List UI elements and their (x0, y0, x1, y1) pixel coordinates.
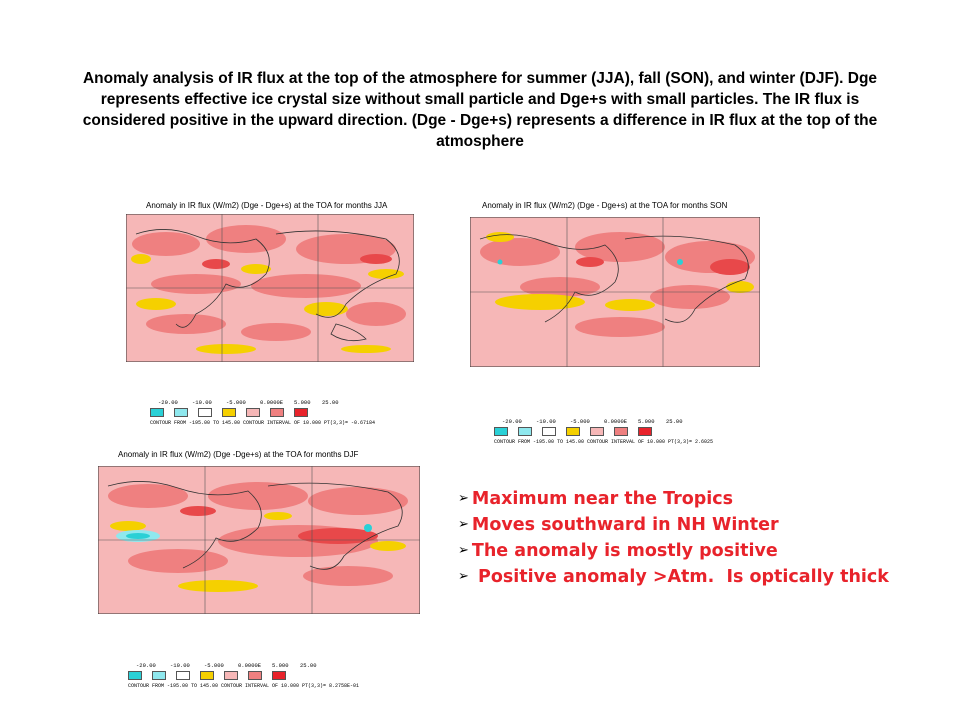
arrow-bullet-icon: ➢ (458, 491, 469, 506)
legend-tick: 5.000 (638, 418, 655, 425)
legend-tick: 25.00 (300, 662, 317, 669)
list-item: ➢ The anomaly is mostly positive (458, 538, 889, 564)
legend-tick: -20.00 (136, 662, 156, 669)
arrow-bullet-icon: ➢ (458, 517, 469, 532)
legend-tick: 5.000 (272, 662, 289, 669)
list-item: ➢ Moves southward in NH Winter (458, 512, 889, 538)
legend-info: CONTOUR FROM -195.00 TO 145.00 CONTOUR I… (494, 439, 714, 445)
legend-tick: -5.000 (204, 662, 224, 669)
legend-tick: -20.00 (502, 418, 522, 425)
bullet-text: Positive anomaly >Atm. Is optically thic… (471, 567, 889, 587)
legend-tick: 25.00 (322, 399, 339, 406)
list-item: ➢ Maximum near the Tropics (458, 486, 889, 512)
map-title-son: Anomaly in IR flux (W/m2) (Dge - Dge+s) … (482, 201, 728, 210)
legend-jja: -20.00 -10.00 -5.000 0.0000E 5.000 25.00… (150, 399, 376, 426)
legend-tick: 5.000 (294, 399, 311, 406)
legend-tick: -10.00 (170, 662, 190, 669)
legend-tick: -5.000 (570, 418, 590, 425)
legend-info: CONTOUR FROM -195.00 TO 145.00 CONTOUR I… (128, 683, 360, 689)
map-title-jja: Anomaly in IR flux (W/m2) (Dge - Dge+s) … (146, 201, 388, 210)
bullet-text: Moves southward in NH Winter (471, 515, 779, 535)
bullet-text: Maximum near the Tropics (471, 489, 734, 509)
list-item: ➢ Positive anomaly >Atm. Is optically th… (458, 564, 889, 590)
arrow-bullet-icon: ➢ (458, 543, 469, 558)
legend-tick: -10.00 (192, 399, 212, 406)
legend-tick: -5.000 (226, 399, 246, 406)
anomaly-map-djf (98, 466, 420, 614)
arrow-bullet-icon: ➢ (458, 569, 469, 584)
legend-tick: 0.0000E (260, 399, 284, 406)
anomaly-map-son (470, 217, 760, 367)
legend-son: -20.00 -10.00 -5.000 0.0000E 5.000 25.00… (494, 418, 714, 445)
legend-tick: 25.00 (666, 418, 683, 425)
legend-tick: -10.00 (536, 418, 556, 425)
figure-caption: Anomaly analysis of IR flux at the top o… (82, 70, 878, 150)
legend-info: CONTOUR FROM -195.00 TO 145.00 CONTOUR I… (150, 420, 376, 426)
legend-tick: 0.0000E (604, 418, 628, 425)
map-title-djf: Anomaly in IR flux (W/m2) (Dge -Dge+s) a… (118, 450, 359, 459)
legend-tick: 0.0000E (238, 662, 262, 669)
bullet-text: The anomaly is mostly positive (471, 541, 778, 561)
anomaly-map-jja (126, 214, 414, 362)
legend-djf: -20.00 -10.00 -5.000 0.0000E 5.000 25.00… (128, 662, 360, 689)
key-findings-list: ➢ Maximum near the Tropics ➢ Moves southwa… (458, 486, 889, 590)
legend-tick: -20.00 (158, 399, 178, 406)
